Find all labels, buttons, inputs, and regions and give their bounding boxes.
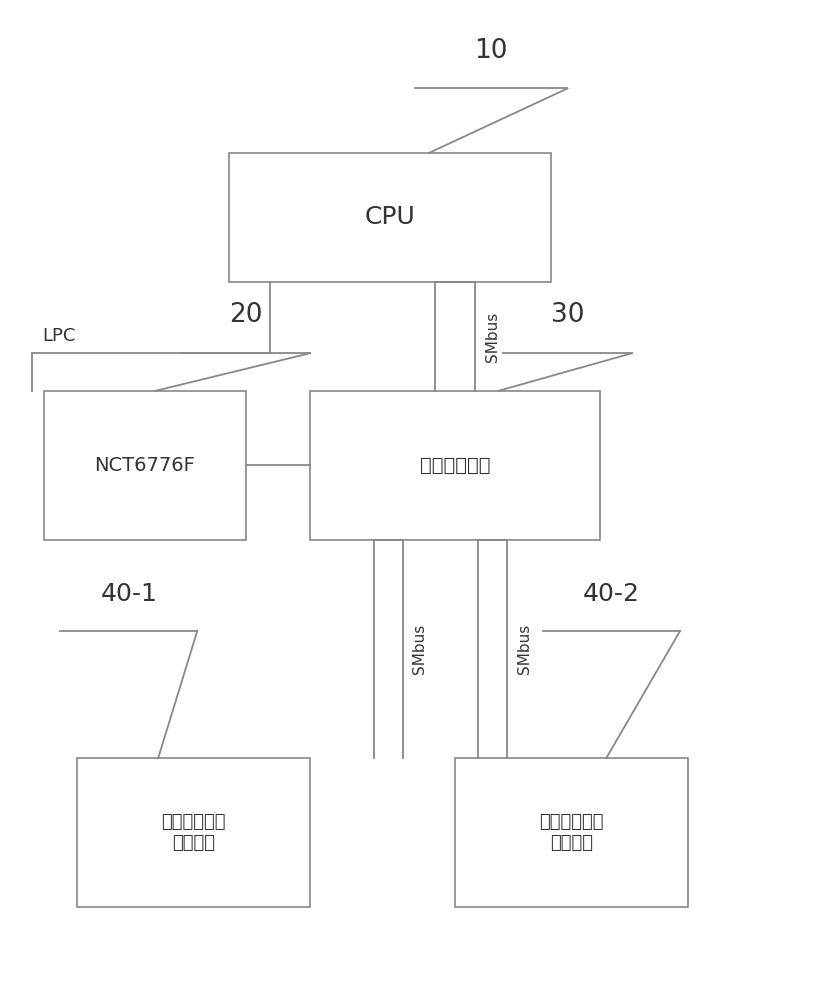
Text: NCT6776F: NCT6776F [94,456,195,475]
Text: 同设备地址的
通信设备: 同设备地址的 通信设备 [161,813,225,852]
FancyBboxPatch shape [310,391,600,540]
FancyBboxPatch shape [229,153,551,282]
Text: 切换控制电路: 切换控制电路 [420,456,490,475]
Text: 30: 30 [550,302,585,328]
FancyBboxPatch shape [45,391,246,540]
Text: SMbus: SMbus [516,624,532,674]
Text: LPC: LPC [42,327,76,345]
Text: SMbus: SMbus [485,311,500,361]
FancyBboxPatch shape [76,758,310,907]
Text: SMbus: SMbus [412,624,428,674]
Text: 同设备地址的
通信设备: 同设备地址的 通信设备 [539,813,604,852]
Text: CPU: CPU [365,205,415,229]
Text: 40-1: 40-1 [101,582,158,606]
FancyBboxPatch shape [454,758,688,907]
Text: 20: 20 [228,302,263,328]
Text: 10: 10 [474,38,508,64]
Text: 40-2: 40-2 [583,582,640,606]
